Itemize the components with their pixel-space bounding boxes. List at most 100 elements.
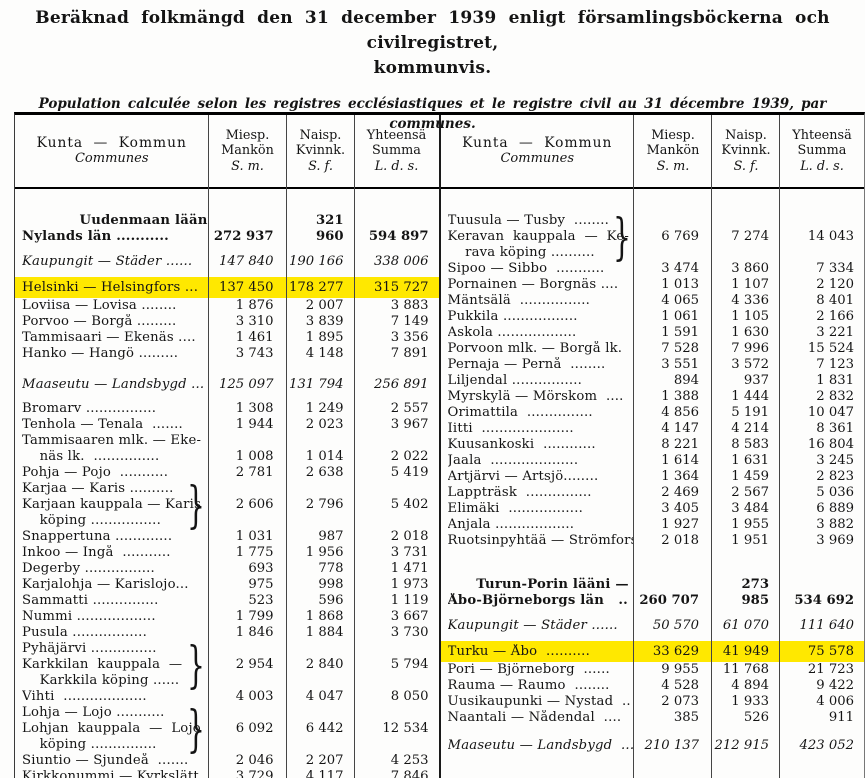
table-row: Maaseutu — Landsbygd ... 125 097 131 794 25… <box>15 377 439 393</box>
female-count-cell: 3 839 <box>305 314 344 329</box>
header-total: Yhteensä Summa L. d. s. <box>792 127 852 174</box>
female-count-cell: 7 996 <box>731 341 769 356</box>
table-body-right: Tuusula — Tusby ........ Keravan kauppala… <box>440 189 865 778</box>
table-row: Degerby ................ 693 778 1 471 <box>15 561 439 577</box>
table-header-left: Kunta — Kommun Communes Miesp. Mankön S.… <box>15 115 439 189</box>
table-row: Naantali — Nådendal .... 385 526 911 <box>441 710 865 726</box>
total-count-cell: 14 043 <box>807 229 854 244</box>
table-row: Iitti ..................... 4 147 4 214 8 3… <box>441 421 865 437</box>
table-row: Jaala .................... 1 614 1 631 3 24… <box>441 453 865 469</box>
total-count-cell: 3 731 <box>390 545 429 560</box>
header-male: Miesp. Mankön S. m. <box>221 127 274 174</box>
male-count-cell: 975 <box>248 577 274 592</box>
male-count-cell: 1 799 <box>235 609 274 624</box>
total-count-cell: 7 149 <box>390 314 429 329</box>
male-count-cell: 385 <box>673 710 699 725</box>
female-count-cell: 5 191 <box>731 405 769 420</box>
table-row: Elimäki ................. 3 405 3 484 6 889 <box>441 501 865 517</box>
male-count-cell: 4 147 <box>661 421 699 436</box>
male-count-cell: 1 775 <box>235 545 274 560</box>
total-count-cell: 2 018 <box>390 529 429 544</box>
total-count-cell: 4 006 <box>816 694 854 709</box>
page-title-line1: Beräknad folkmängd den 31 december 1939 … <box>35 8 830 53</box>
male-count-cell: 33 629 <box>652 644 699 659</box>
commune-name-cell: Artjärvi — Artsjö........ <box>447 469 599 484</box>
male-count-cell: 3 729 <box>235 769 274 778</box>
female-count-cell: 998 <box>318 577 344 592</box>
commune-name-cell: Tuusula — Tusby ........ Keravan kauppala… <box>441 212 635 261</box>
table-row: Kirkkonummi — Kyrkslätt 3 729 4 117 7 846 <box>15 769 439 778</box>
male-count-cell: 9 955 <box>661 662 699 677</box>
female-count-cell: 1 884 <box>305 625 344 640</box>
table-row: Hanko — Hangö ......... 3 743 4 148 7 891 <box>15 346 439 362</box>
commune-name-cell: Pukkila ................. <box>447 309 578 324</box>
female-count-cell: 2 638 <box>305 465 344 480</box>
header-commune: Kunta — Kommun Communes <box>36 134 187 166</box>
female-count-cell: 178 277 <box>288 280 344 295</box>
total-count-cell: 2 557 <box>390 401 429 416</box>
male-count-cell: 2 954 <box>235 657 274 672</box>
female-count-cell: 1 868 <box>305 609 344 624</box>
table-row: Liljendal ................ 894 937 1 831 <box>441 373 865 389</box>
table-row: Karjalohja — Karislojo... 975 998 1 973 <box>15 577 439 593</box>
female-count-cell: 1 249 <box>305 401 344 416</box>
table-row: Askola .................. 1 591 1 630 3 221 <box>441 325 865 341</box>
table-row: Uusikaupunki — Nystad .. 2 073 1 933 4 006 <box>441 694 865 710</box>
female-count-cell: 8 583 <box>731 437 769 452</box>
total-count-cell: 5 036 <box>816 485 854 500</box>
female-count-cell: 190 166 <box>288 254 344 269</box>
commune-name-cell: Jaala .................... <box>447 453 579 468</box>
commune-name-cell: Pori — Björneborg ...... <box>447 662 610 677</box>
male-count-cell: 894 <box>673 373 699 388</box>
male-count-cell: 1 061 <box>661 309 699 324</box>
table-row: Rauma — Raumo ........ 4 528 4 894 9 422 <box>441 678 865 694</box>
female-count-cell: 4 148 <box>305 346 344 361</box>
commune-name-cell: Snappertuna ............. <box>22 529 173 544</box>
column-divider <box>285 115 287 778</box>
total-count-cell: 1 831 <box>816 373 854 388</box>
female-count-cell: 212 915 <box>714 738 769 753</box>
male-count-cell: 2 018 <box>661 533 699 548</box>
female-count-cell: 3 572 <box>731 357 769 372</box>
commune-name-cell: Uudenmaan lääni —Nylands län ........... <box>22 213 209 244</box>
total-count-cell: 3 967 <box>390 417 429 432</box>
female-count-cell: 2 567 <box>731 485 769 500</box>
male-count-cell: 523 <box>248 593 274 608</box>
commune-name-cell: Inkoo — Ingå ........... <box>22 545 171 560</box>
table-row: Lappträsk ............... 2 469 2 567 5 036 <box>441 485 865 501</box>
female-count-cell: 1 444 <box>731 389 769 404</box>
male-count-cell: 8 221 <box>661 437 699 452</box>
male-count-cell: 1 008 <box>235 449 274 464</box>
commune-name-cell: Pernaja — Pernå ........ <box>447 357 606 372</box>
table-body-left: Uudenmaan lääni —Nylands län ...........… <box>15 189 439 778</box>
male-count-cell: 50 570 <box>652 618 699 633</box>
total-count-cell: 8 361 <box>816 421 854 436</box>
male-count-cell: 4 856 <box>661 405 699 420</box>
female-count-cell: 61 070 <box>722 618 769 633</box>
male-count-cell: 1 944 <box>235 417 274 432</box>
male-count-cell: 4 003 <box>235 689 274 704</box>
total-count-cell: 2 166 <box>816 309 854 324</box>
female-count-cell: 1 955 <box>731 517 769 532</box>
table-row: Anjala .................. 1 927 1 955 3 882 <box>441 517 865 533</box>
male-count-cell: 3 310 <box>235 314 274 329</box>
table-row: Ruotsinpyhtää — Strömfors 2 018 1 951 3 969 <box>441 533 865 549</box>
total-count-cell: 3 667 <box>390 609 429 624</box>
female-count-cell: 1 951 <box>731 533 769 548</box>
male-count-cell: 1 614 <box>661 453 699 468</box>
table-row-highlighted: Helsinki — Helsingfors ... 137 450 178 277… <box>15 277 439 298</box>
female-count-cell: 1 459 <box>731 469 769 484</box>
male-count-cell: 1 364 <box>661 469 699 484</box>
female-count-cell: 4 336 <box>731 293 769 308</box>
column-divider <box>207 115 209 778</box>
female-count-cell: 1 895 <box>305 330 344 345</box>
commune-name-cell: Tammisaaren mlk. — Eke- näs lk. ........… <box>22 433 202 464</box>
commune-name-cell: Porvoo — Borgå ......... <box>22 314 177 329</box>
male-count-cell: 2 606 <box>235 497 274 512</box>
table-left-half: Kunta — Kommun Communes Miesp. Mankön S.… <box>15 115 441 778</box>
female-count-cell: 41 949 <box>722 644 769 659</box>
female-count-cell: 2 796 <box>305 497 344 512</box>
female-count-cell: 987 <box>318 529 344 544</box>
male-count-cell: 1 846 <box>235 625 274 640</box>
page-subtitle: Population calculée selon les registres … <box>0 94 865 134</box>
